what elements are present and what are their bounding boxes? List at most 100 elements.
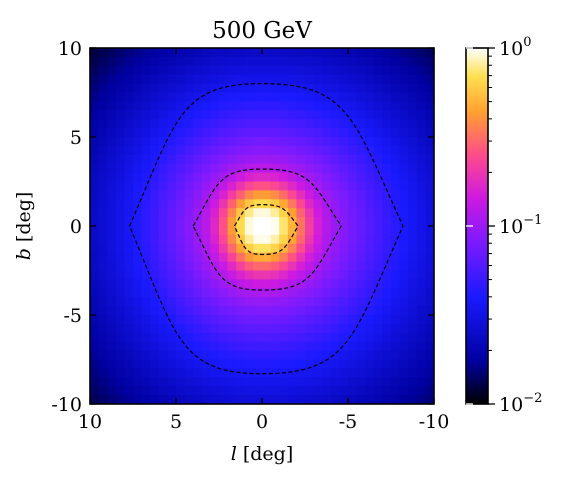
heatmap-cell [356, 56, 366, 67]
heatmap-cell [365, 315, 375, 325]
heatmap-cell [373, 101, 383, 111]
heatmap-cell [425, 395, 434, 404]
heatmap-cell [244, 297, 254, 307]
heatmap-cell [391, 297, 401, 307]
heatmap-cell [279, 359, 289, 369]
heatmap-cell [262, 119, 272, 129]
heatmap-cell [90, 306, 100, 316]
heatmap-cell [219, 83, 229, 94]
heatmap-cell [133, 226, 143, 236]
heatmap-cell [219, 377, 229, 387]
heatmap-cell [425, 243, 434, 254]
heatmap-cell [253, 359, 263, 369]
heatmap-cell [408, 101, 418, 111]
heatmap-cell [115, 306, 125, 316]
heatmap-cell [262, 332, 272, 343]
heatmap-cell [339, 368, 349, 378]
heatmap-cell [322, 323, 332, 334]
heatmap-cell [296, 350, 306, 361]
heatmap-cell [416, 128, 426, 138]
heatmap-cell [399, 234, 409, 245]
heatmap-cell [90, 350, 100, 361]
heatmap-cell [210, 395, 220, 404]
heatmap-cell [201, 56, 211, 67]
heatmap-cell [236, 359, 246, 369]
heatmap-cell [339, 83, 349, 94]
heatmap-cell [279, 395, 289, 404]
heatmap-cell [210, 350, 220, 361]
heatmap-cell [193, 315, 203, 325]
y-axis-label: b [deg] [13, 192, 35, 261]
heatmap-cell [201, 243, 211, 254]
heatmap-cell [287, 377, 297, 387]
heatmap-cell [356, 377, 366, 387]
heatmap-cell [158, 119, 168, 129]
heatmap-cell [425, 145, 434, 156]
heatmap-cell [339, 128, 349, 138]
heatmap-cell [305, 119, 315, 129]
heatmap-cell [305, 92, 315, 102]
heatmap-cell [373, 65, 383, 76]
heatmap-cell [356, 368, 366, 378]
heatmap-cell [115, 48, 125, 58]
heatmap-cell [141, 395, 151, 404]
heatmap-cell [279, 101, 289, 111]
x-tick-label: 5 [170, 411, 182, 433]
heatmap-cell [253, 243, 263, 254]
heatmap-cell [184, 315, 194, 325]
heatmap-cell [270, 377, 280, 387]
heatmap-cell [176, 332, 186, 343]
heatmap-cell [313, 101, 323, 111]
heatmap-cell [115, 65, 125, 76]
heatmap-cell [262, 234, 272, 245]
heatmap-cell [141, 217, 151, 227]
heatmap-cell [416, 270, 426, 280]
heatmap-cell [219, 208, 229, 218]
heatmap-cell [201, 226, 211, 236]
heatmap-cell [287, 83, 297, 94]
heatmap-cell [158, 74, 168, 85]
heatmap-cell [296, 56, 306, 67]
heatmap-cell [141, 65, 151, 76]
heatmap-cell [416, 332, 426, 343]
heatmap-cell [408, 350, 418, 361]
heatmap-cell [313, 234, 323, 245]
heatmap-cell [313, 199, 323, 209]
heatmap-cell [90, 261, 100, 272]
heatmap-cell [425, 119, 434, 129]
heatmap-cell [141, 128, 151, 138]
heatmap-cell [236, 145, 246, 156]
heatmap-cell [339, 208, 349, 218]
heatmap-cell [158, 65, 168, 76]
heatmap [90, 48, 434, 404]
heatmap-cell [399, 172, 409, 183]
heatmap-cell [348, 350, 358, 361]
heatmap-cell [391, 350, 401, 361]
heatmap-cell [305, 279, 315, 289]
heatmap-cell [98, 56, 108, 67]
heatmap-cell [287, 243, 297, 254]
heatmap-cell [305, 341, 315, 352]
heatmap-cell [210, 252, 220, 263]
heatmap-cell [330, 74, 340, 85]
heatmap-cell [236, 208, 246, 218]
heatmap-cell [107, 199, 117, 209]
heatmap-cell [141, 377, 151, 387]
heatmap-cell [348, 261, 358, 272]
heatmap-cell [270, 297, 280, 307]
heatmap-cell [339, 350, 349, 361]
heatmap-cell [219, 101, 229, 111]
heatmap-cell [330, 128, 340, 138]
heatmap-cell [150, 181, 160, 191]
heatmap-cell [201, 306, 211, 316]
heatmap-cell [210, 341, 220, 352]
heatmap-cell [98, 234, 108, 245]
heatmap-cell [193, 332, 203, 343]
heatmap-cell [124, 252, 134, 263]
heatmap-cell [313, 368, 323, 378]
heatmap-cell [399, 243, 409, 254]
heatmap-cell [124, 48, 134, 58]
heatmap-cell [425, 368, 434, 378]
heatmap-cell [115, 386, 125, 396]
heatmap-cell [236, 83, 246, 94]
